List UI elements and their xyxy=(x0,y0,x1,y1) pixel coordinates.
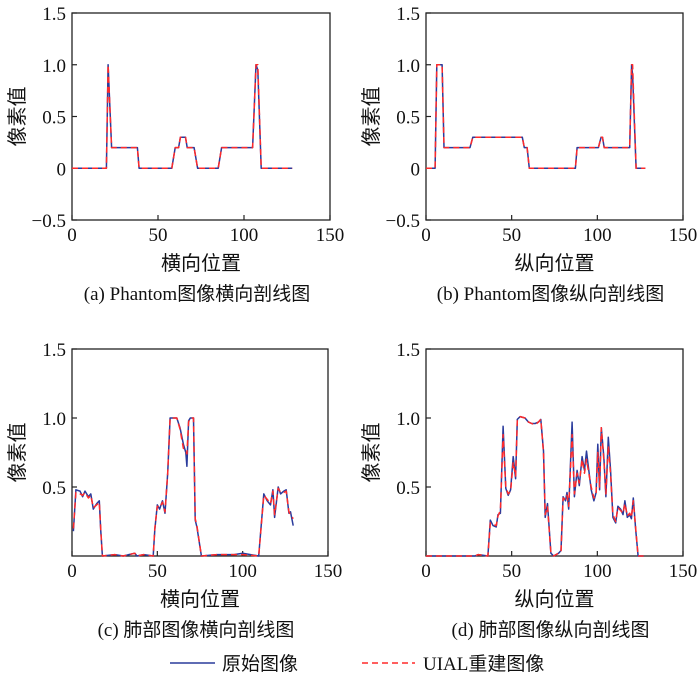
y-tick-label: 0.5 xyxy=(396,478,420,499)
series-line-original xyxy=(426,64,646,170)
panel-caption: (d) 肺部图像纵向剖线图 xyxy=(452,619,650,641)
panel-caption: (c) 肺部图像横向剖线图 xyxy=(98,619,295,641)
y-tick-label: 0 xyxy=(57,159,67,180)
x-tick-label: 150 xyxy=(314,561,343,582)
x-tick-label: 150 xyxy=(669,225,698,246)
x-tick-label: 0 xyxy=(67,561,77,582)
y-tick-label: 1.5 xyxy=(396,340,420,361)
y-tick-label: 1.5 xyxy=(42,340,66,361)
legend: 原始图像 UIAL重建图像 xyxy=(170,653,544,675)
y-axis-label: 像素值 xyxy=(6,87,29,147)
panel-caption: (b) Phantom图像纵向剖线图 xyxy=(437,283,664,305)
x-axis-label: 纵向位置 xyxy=(515,588,595,611)
y-tick-label: 1.0 xyxy=(42,56,66,77)
x-axis-label: 横向位置 xyxy=(160,588,240,611)
x-tick-label: 0 xyxy=(421,225,431,246)
y-tick-label: −0.5 xyxy=(386,211,420,232)
x-tick-label: 50 xyxy=(148,561,167,582)
x-tick-label: 50 xyxy=(502,561,521,582)
y-tick-label: 1.0 xyxy=(396,409,420,430)
x-tick-label: 0 xyxy=(67,225,77,246)
series-line-reconstructed xyxy=(72,64,293,170)
legend-label-reconstructed: UIAL重建图像 xyxy=(423,653,544,675)
y-tick-label: 0.5 xyxy=(42,478,66,499)
x-tick-label: 100 xyxy=(583,561,612,582)
panel-c: 0 50 100 150 0.5 1.0 1.5 横向位置 像素值 (c) 肺部图像横向剖线图 xyxy=(6,340,342,641)
x-tick-label: 50 xyxy=(502,225,521,246)
panel-d: 0 50 100 150 0.5 1.0 1.5 纵向位置 像素值 (d) 肺部图像纵向剖线图 xyxy=(360,340,697,641)
y-tick-label: 1.0 xyxy=(396,56,420,77)
axes-frame xyxy=(425,348,684,557)
y-axis-label: 像素值 xyxy=(360,423,383,483)
y-tick-label: 0 xyxy=(411,159,421,180)
y-tick-label: 1.5 xyxy=(396,4,420,25)
y-axis-label: 像素值 xyxy=(360,87,383,147)
y-tick-label: −0.5 xyxy=(32,211,66,232)
series-line-original xyxy=(72,64,293,170)
axes-frame xyxy=(71,348,329,557)
series-line-reconstructed xyxy=(72,417,294,557)
y-tick-label: 0.5 xyxy=(42,108,66,129)
y-axis-label: 像素值 xyxy=(6,423,29,483)
y-tick-label: 1.0 xyxy=(42,409,66,430)
legend-label-original: 原始图像 xyxy=(222,653,298,675)
x-tick-label: 0 xyxy=(421,561,431,582)
y-tick-label: 0.5 xyxy=(396,108,420,129)
x-tick-label: 150 xyxy=(316,225,345,246)
y-tick-label: 1.5 xyxy=(42,4,66,25)
series-line-original xyxy=(72,417,294,557)
x-tick-label: 100 xyxy=(583,225,612,246)
x-tick-label: 150 xyxy=(669,561,698,582)
axes-frame xyxy=(425,12,684,221)
series-line-original xyxy=(426,415,644,557)
series-line-reconstructed xyxy=(426,415,644,557)
x-tick-label: 100 xyxy=(228,561,257,582)
x-tick-label: 100 xyxy=(230,225,259,246)
x-axis-label: 横向位置 xyxy=(161,252,241,275)
panel-caption: (a) Phantom图像横向剖线图 xyxy=(84,283,310,305)
x-tick-label: 50 xyxy=(149,225,168,246)
x-axis-label: 纵向位置 xyxy=(515,252,595,275)
series-line-reconstructed xyxy=(426,64,646,170)
